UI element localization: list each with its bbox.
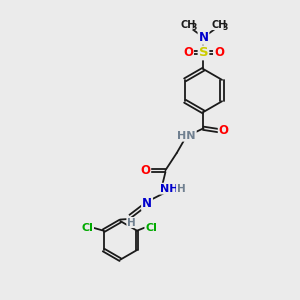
Text: NH: NH [160,184,178,194]
Text: O: O [140,164,150,177]
Text: CH: CH [211,20,226,30]
Text: N: N [142,197,152,210]
Text: HN: HN [177,131,196,141]
Text: CH: CH [180,20,196,30]
Text: O: O [219,124,229,137]
Text: 3: 3 [223,23,228,32]
Text: Cl: Cl [145,223,157,233]
Text: O: O [214,46,224,59]
Text: H: H [127,218,136,227]
Text: 3: 3 [192,23,197,32]
Text: Cl: Cl [81,223,93,233]
Text: N: N [199,31,208,44]
Text: S: S [199,46,208,59]
Text: O: O [183,46,193,59]
Text: H: H [176,184,185,194]
